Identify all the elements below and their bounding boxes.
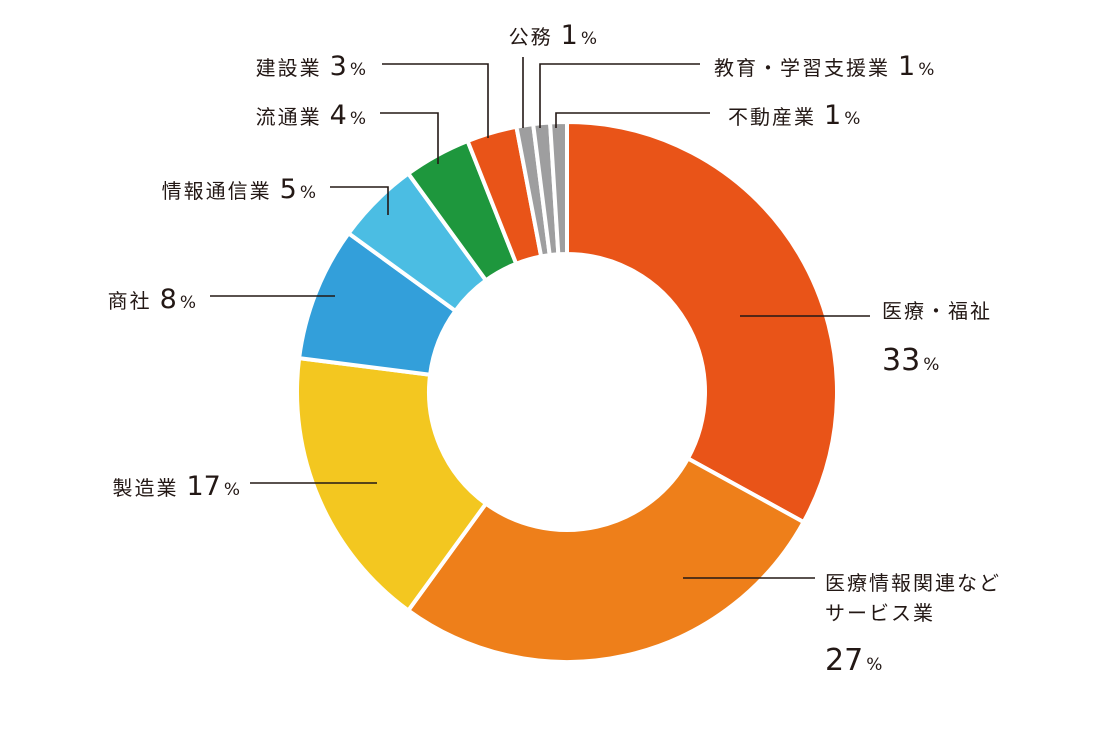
slice-label-unit: % (844, 109, 860, 129)
leader-lines-group (210, 57, 870, 579)
slice-label-number: 8 (160, 284, 177, 315)
slice-label-text: 商社 8% (108, 284, 196, 315)
slice-label-name: 医療情報関連など (825, 571, 1001, 595)
slice-label-3: 商社 8% (108, 284, 196, 315)
slice-label-2: 製造業 17% (112, 471, 240, 502)
slice-label-8: 教育・学習支援業 1% (714, 51, 934, 82)
slice-label-0: 医療・福祉 33% (882, 299, 992, 378)
slice-label-unit: % (224, 480, 240, 500)
donut-slice-2 (295, 355, 489, 614)
slice-label-name: 公務 (509, 25, 553, 49)
slice-label-text: 公務 1% (509, 20, 597, 51)
slice-label-6: 建設業 3% (256, 51, 366, 82)
slice-label-text: 教育・学習支援業 1% (714, 51, 934, 82)
slice-label-4: 情報通信業 5% (162, 174, 316, 205)
slice-label-number: 5 (280, 174, 297, 205)
leader-line-5 (380, 112, 439, 164)
slice-label-number: 33 (882, 343, 920, 378)
slice-label-unit: % (180, 293, 196, 313)
leader-line-4 (330, 186, 389, 215)
slice-label-name: 教育・学習支援業 (714, 56, 890, 80)
slice-label-name: 情報通信業 (162, 179, 272, 203)
slice-label-name: 商社 (108, 289, 152, 313)
slice-label-unit: % (918, 60, 934, 80)
slice-label-text: 情報通信業 5% (162, 174, 316, 205)
slices-group (295, 119, 839, 664)
slice-label-unit: % (923, 355, 939, 375)
slice-label-number: 1 (898, 51, 915, 82)
slice-label-number: 27 (825, 643, 863, 678)
slice-label-name: 医療・福祉 (882, 299, 992, 323)
donut-slice-1 (405, 455, 807, 664)
slice-label-text: 不動産業 1% (728, 100, 860, 131)
slice-label-text: 流通業 4% (256, 100, 366, 131)
donut-slice-0 (565, 119, 839, 525)
slice-label-text: 製造業 17% (112, 471, 240, 502)
slice-label-9: 不動産業 1% (728, 100, 860, 131)
slice-label-5: 流通業 4% (256, 100, 366, 131)
slice-label-unit: % (350, 109, 366, 129)
slice-label-value: 27% (825, 643, 882, 678)
slice-label-7: 公務 1% (509, 20, 597, 51)
leader-line-8 (539, 63, 700, 128)
slice-label-number: 1 (824, 100, 841, 131)
slice-label-unit: % (350, 60, 366, 80)
slice-label-name: 製造業 (112, 476, 178, 500)
slice-label-unit: % (581, 29, 597, 49)
slice-label-name: 不動産業 (728, 105, 816, 129)
leader-line-9 (555, 112, 710, 128)
slice-label-value: 33% (882, 343, 939, 378)
leader-line-6 (382, 63, 489, 138)
slice-label-name: 建設業 (256, 56, 322, 80)
slice-label-unit: % (300, 183, 316, 203)
slice-label-number: 1 (561, 20, 578, 51)
slice-label-unit: % (866, 655, 882, 675)
slice-label-number: 3 (330, 51, 347, 82)
slice-label-text: 建設業 3% (256, 51, 366, 82)
slice-label-number: 17 (186, 471, 220, 502)
slice-label-name: サービス業 (825, 601, 935, 625)
slice-label-name: 流通業 (256, 105, 322, 129)
slice-label-number: 4 (330, 100, 347, 131)
